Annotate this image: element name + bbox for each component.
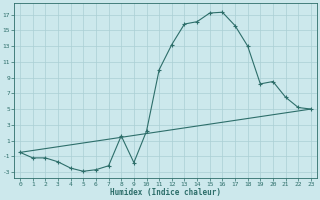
X-axis label: Humidex (Indice chaleur): Humidex (Indice chaleur) xyxy=(110,188,221,197)
